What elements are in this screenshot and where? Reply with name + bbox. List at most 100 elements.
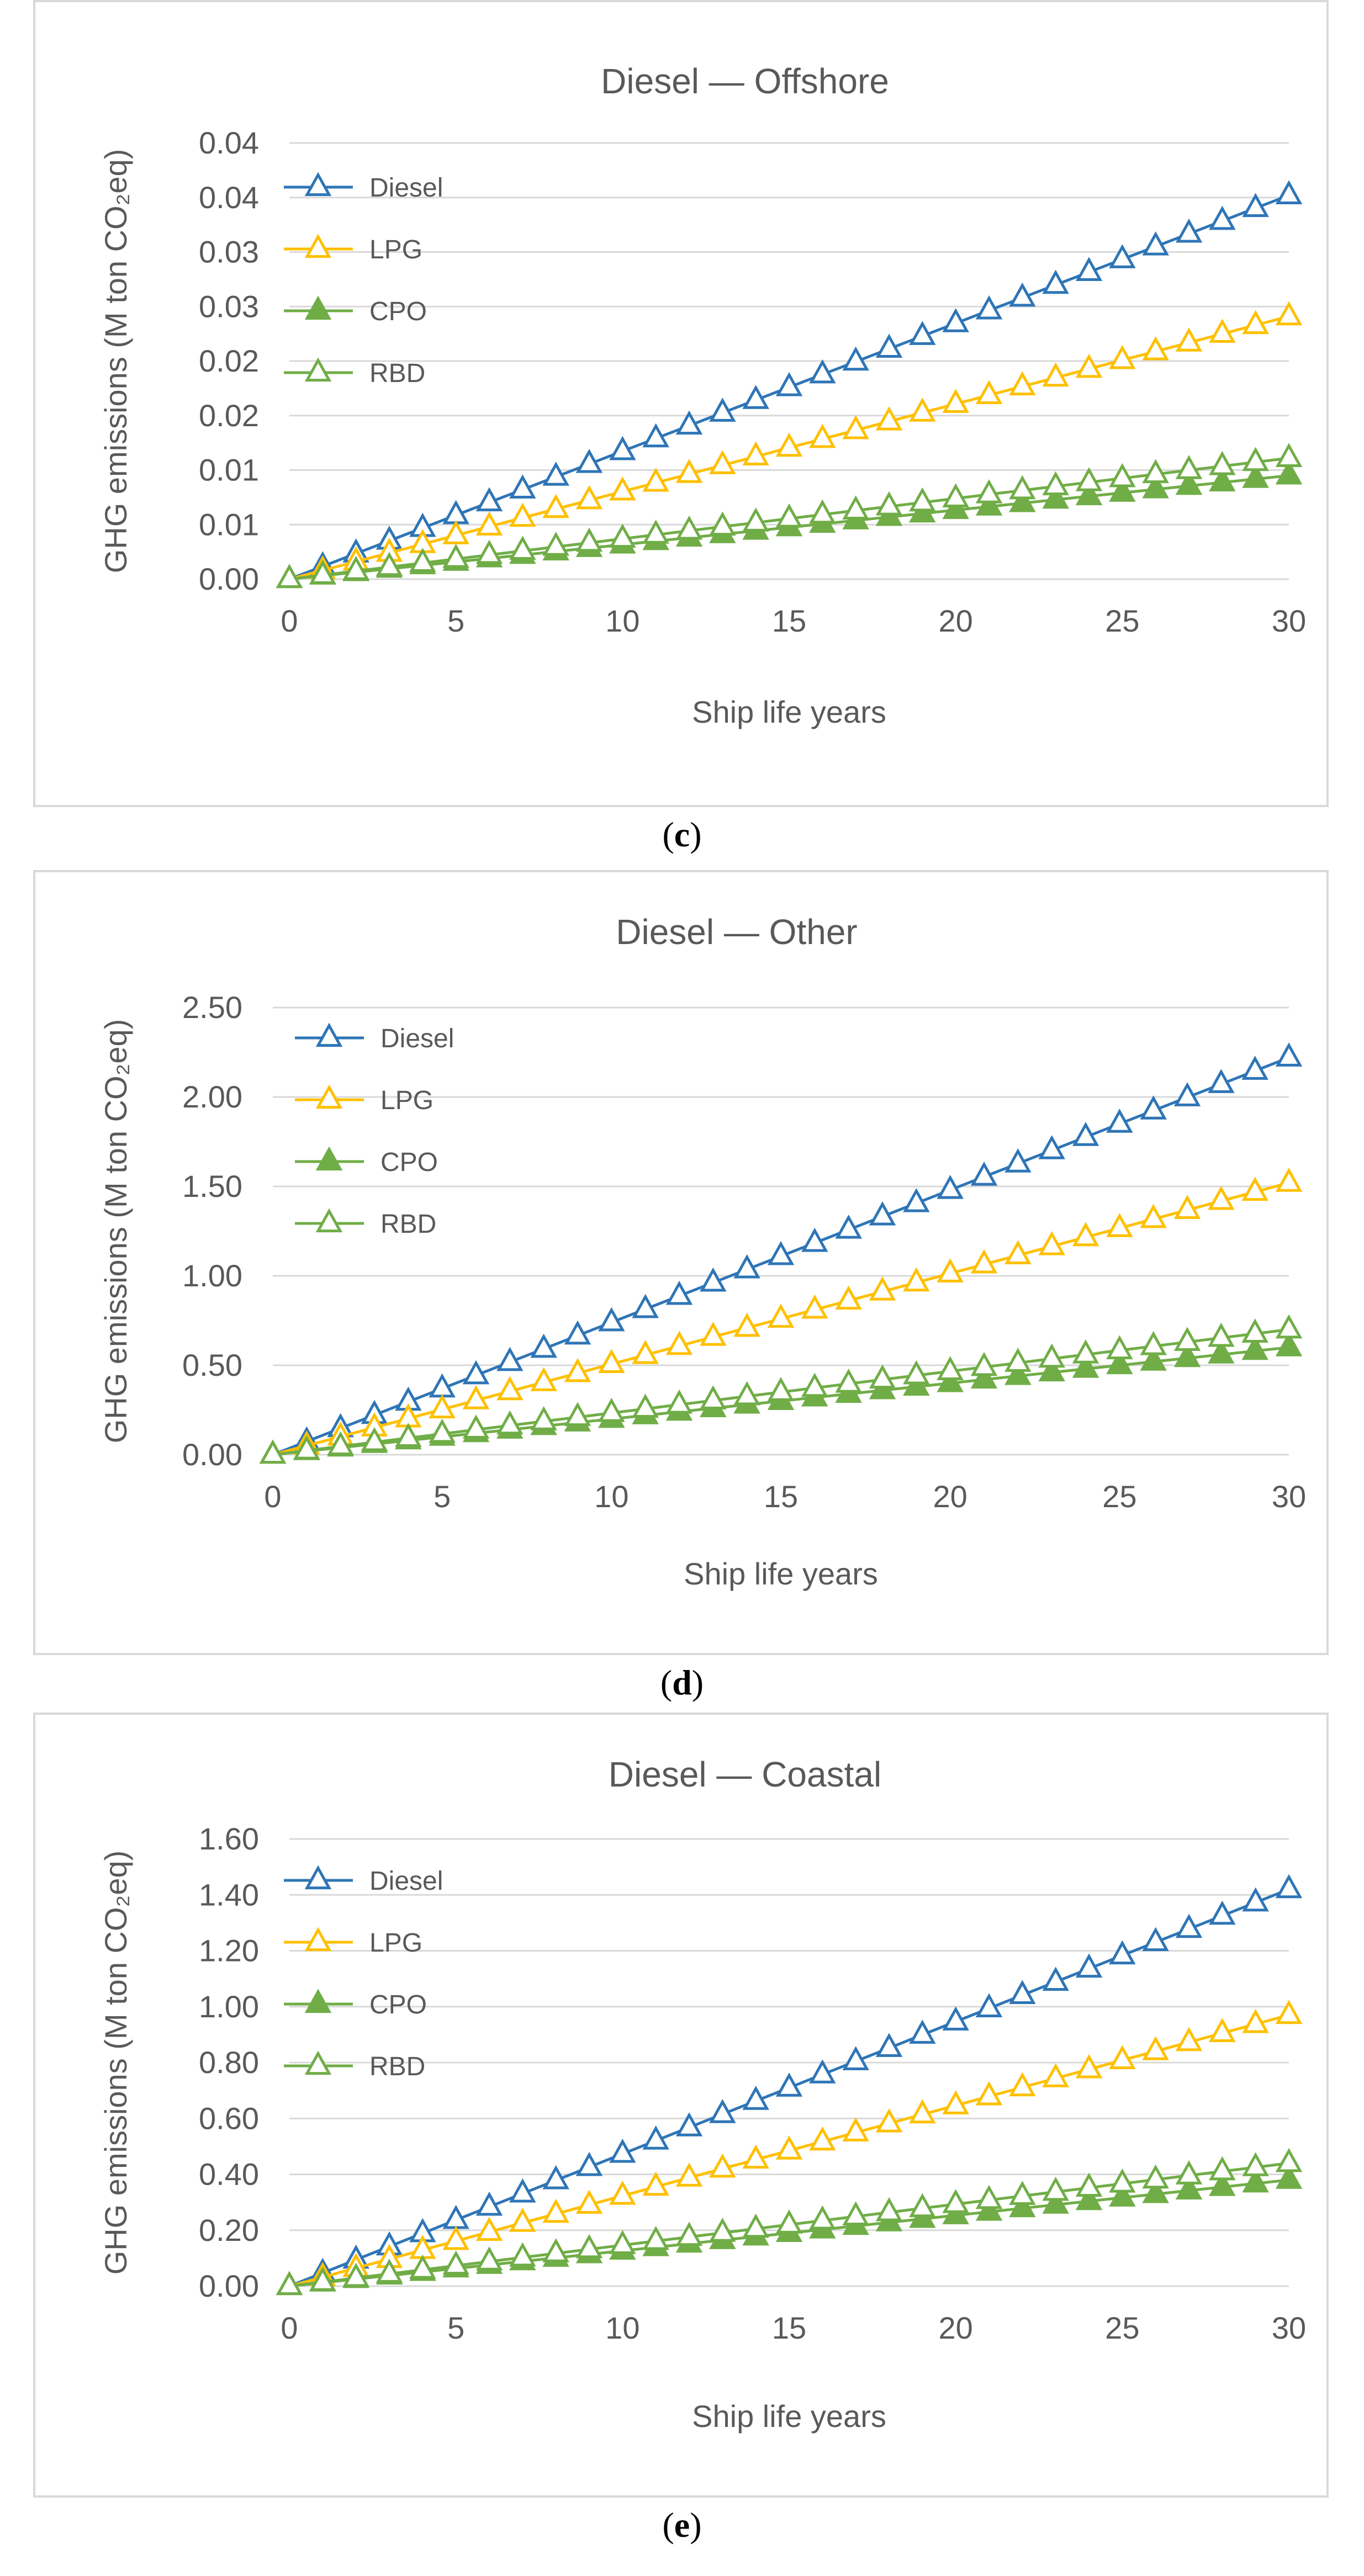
chart-c-y-tick-label: 0.00 xyxy=(199,561,259,596)
chart-d-series-cpo-point xyxy=(1173,1343,1201,1367)
chart-d-series-rbd-point xyxy=(835,1369,862,1393)
chart-e-series-rbd-point xyxy=(409,2254,436,2279)
chart-d-series-diesel-point xyxy=(564,1320,591,1345)
chart-e-y-tick-label: 1.00 xyxy=(199,1989,259,2024)
chart-e-series-cpo-point xyxy=(1275,2165,1303,2189)
chart-c-y-axis-title: GHG emissions (M ton CO₂eq) xyxy=(98,149,133,574)
chart-d-x-tick-label: 5 xyxy=(433,1479,451,1514)
chart-e-series-diesel-point xyxy=(875,2033,903,2057)
panel-label-d: d xyxy=(672,1663,692,1702)
chart-d-series-rbd-point xyxy=(903,1360,930,1385)
chart-e-series-rbd-point xyxy=(376,2259,403,2283)
panel-caption-c: (c) xyxy=(662,815,702,854)
chart-c-series-rbd-point xyxy=(742,507,769,532)
chart-d-series-diesel-point xyxy=(869,1201,896,1226)
chart-e-x-tick-label: 20 xyxy=(939,2310,973,2345)
chart-e-series-rbd-point xyxy=(709,2218,736,2242)
chart-e-series-diesel-point xyxy=(575,2151,603,2176)
chart-c-series-rbd-point xyxy=(1275,443,1303,467)
chart-e-svg: 0.00 0.20 0.40 0.60 0.80 1.00 1.20 1.40 1.60 0 5 10… xyxy=(98,1755,1306,2434)
chart-e-series-cpo-point xyxy=(1042,2190,1069,2214)
chart-e-series-cpo-point xyxy=(1075,2186,1103,2211)
chart-c-series-rbd-point xyxy=(376,552,403,576)
panel-label-e: e xyxy=(674,2505,690,2545)
chart-e-y-tick-label: 1.40 xyxy=(199,1877,259,1912)
chart-e-series-lpg-point xyxy=(875,2108,903,2133)
chart-e-series-rbd-point xyxy=(742,2213,769,2238)
chart-d-legend-cpo-label: CPO xyxy=(380,1148,438,1177)
panel-label-c: c xyxy=(674,815,690,854)
chart-c-title: Diesel — Offshore xyxy=(601,61,889,101)
chart-c-y-tick-label: 0.01 xyxy=(199,507,259,542)
chart-e-series-rbd-point xyxy=(942,2189,969,2213)
chart-d-legend-lpg: LPG xyxy=(295,1084,433,1115)
chart-e-series-rbd-point xyxy=(509,2242,536,2267)
chart-e-y-tick-label: 1.60 xyxy=(199,1821,259,1856)
chart-e-series-lpg-point xyxy=(1175,2027,1203,2052)
chart-d-series-diesel-point xyxy=(903,1188,930,1212)
chart-c-series-rbd-point xyxy=(1109,463,1136,487)
chart-c-series-rbd-point xyxy=(775,503,803,528)
chart-e-title: Diesel — Coastal xyxy=(609,1755,881,1794)
chart-c-series-diesel-point xyxy=(742,385,769,409)
panel-caption-d: (d) xyxy=(660,1663,704,1702)
chart-e-series-lpg-point xyxy=(709,2153,736,2178)
chart-d-y-tick-label: 2.00 xyxy=(182,1079,242,1114)
chart-d-series-lpg-point xyxy=(869,1276,896,1301)
chart-d-series-lpg-point xyxy=(700,1322,727,1346)
chart-e-y-tick-label: 0.40 xyxy=(199,2157,259,2192)
chart-e-series-cpo-point xyxy=(1109,2182,1136,2207)
chart-d-series-diesel-point xyxy=(970,1162,998,1186)
chart-e-series-lpg-point xyxy=(475,2217,503,2241)
chart-c-series-rbd-point xyxy=(509,536,536,560)
chart-e-series-cpo-point xyxy=(1142,2179,1169,2203)
chart-c-series-rbd-point xyxy=(442,543,469,568)
chart-d-series-rbd-point xyxy=(429,1418,456,1443)
chart-e-series-rbd-point xyxy=(909,2193,936,2218)
chart-e-legend-diesel-marker xyxy=(304,1865,332,1890)
chart-e-series-lpg-point xyxy=(975,2081,1003,2106)
chart-c-series-lpg-point xyxy=(575,485,603,510)
chart-e-series-diesel-point xyxy=(709,2099,736,2123)
chart-e-series-diesel-point xyxy=(1142,1927,1169,1952)
chart-d-series-rbd-point xyxy=(1005,1348,1032,1372)
chart-e-series-diesel-point xyxy=(975,1993,1003,2017)
chart-c-legend-lpg-marker xyxy=(304,234,332,258)
chart-d-series-lpg-point xyxy=(970,1249,998,1274)
chart-e-series-cpo-point xyxy=(1242,2168,1269,2193)
chart-e-series-rbd-point xyxy=(775,2209,803,2234)
chart-e-series-diesel-point xyxy=(509,2178,536,2203)
chart-panel-e: 0.00 0.20 0.40 0.60 0.80 1.00 1.20 1.40 1.60 0 5 10… xyxy=(33,1713,1329,2498)
chart-e-series-lpg-point xyxy=(842,2117,869,2142)
chart-c-legend-cpo: CPO xyxy=(284,295,427,326)
chart-d-series-cpo-point xyxy=(1072,1354,1099,1378)
chart-e-legend-diesel-label: Diesel xyxy=(369,1867,443,1896)
chart-c-series-lpg-point xyxy=(475,511,503,536)
chart-c-series-diesel-point xyxy=(1209,205,1236,230)
chart-e-series-rbd-point xyxy=(1075,2172,1103,2197)
chart-e-legend-diesel: Diesel xyxy=(284,1865,443,1896)
chart-e-series-lpg-point xyxy=(509,2207,536,2232)
chart-d-legend-lpg-marker xyxy=(315,1084,343,1109)
chart-d-series-diesel-point xyxy=(733,1254,760,1279)
chart-d-x-tick-label: 0 xyxy=(264,1479,281,1514)
chart-d-series-lpg-point xyxy=(1208,1185,1235,1210)
chart-c-series-diesel-point xyxy=(675,410,703,435)
chart-d-series-rbd-point xyxy=(665,1389,693,1414)
chart-e-legend-cpo-marker xyxy=(304,1989,332,2013)
chart-d-title: Diesel — Other xyxy=(616,912,857,952)
chart-e-series-diesel-point xyxy=(1209,1900,1236,1925)
chart-d-series-diesel-point xyxy=(700,1267,727,1292)
chart-c-series-rbd-point xyxy=(842,495,869,520)
chart-c-series-rbd-point xyxy=(575,527,603,552)
chart-c-series-lpg-point xyxy=(1042,362,1069,387)
chart-d-series-lpg-point xyxy=(1005,1240,1032,1265)
chart-c-y-tick-label: 0.03 xyxy=(199,235,259,269)
chart-e-series-rbd-point xyxy=(1209,2156,1236,2181)
chart-c-series-lpg-point xyxy=(1142,336,1169,361)
chart-e-y-tick-label: 1.20 xyxy=(199,1933,259,1968)
chart-c-series-rbd-point xyxy=(909,487,936,512)
chart-e-series-rbd-point xyxy=(442,2250,469,2275)
chart-c-series-diesel-point xyxy=(942,308,969,332)
chart-d-series-rbd-point xyxy=(1106,1335,1133,1360)
